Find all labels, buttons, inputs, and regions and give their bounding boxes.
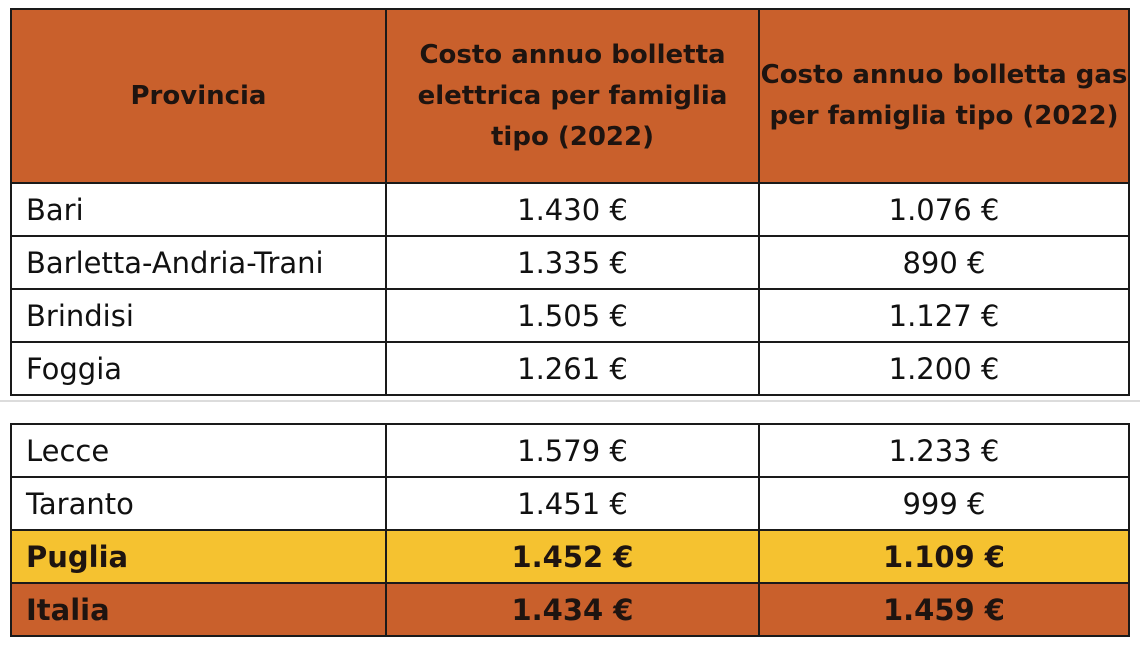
cell-gas: 1.200 € bbox=[758, 341, 1130, 396]
cell-gas: 999 € bbox=[758, 476, 1130, 531]
cell-provincia: Italia bbox=[10, 582, 387, 637]
cell-gas: 890 € bbox=[758, 235, 1130, 290]
cell-gas: 1.127 € bbox=[758, 288, 1130, 343]
cell-provincia: Taranto bbox=[10, 476, 387, 531]
table-row: Barletta-Andria-Trani 1.335 € 890 € bbox=[10, 235, 1130, 290]
table-row: Foggia 1.261 € 1.200 € bbox=[10, 341, 1130, 396]
italia-total-row: Italia 1.434 € 1.459 € bbox=[10, 582, 1130, 637]
cell-elettrica: 1.451 € bbox=[385, 476, 760, 531]
cell-elettrica: 1.335 € bbox=[385, 235, 760, 290]
table-row: Taranto 1.451 € 999 € bbox=[10, 476, 1130, 531]
cell-provincia: Barletta-Andria-Trani bbox=[10, 235, 387, 290]
puglia-total-row: Puglia 1.452 € 1.109 € bbox=[10, 529, 1130, 584]
cell-gas: 1.076 € bbox=[758, 182, 1130, 237]
cell-elettrica: 1.261 € bbox=[385, 341, 760, 396]
cell-elettrica: 1.579 € bbox=[385, 423, 760, 478]
cell-provincia: Puglia bbox=[10, 529, 387, 584]
cell-provincia: Brindisi bbox=[10, 288, 387, 343]
header-provincia: Provincia bbox=[10, 8, 387, 184]
table-row: Lecce 1.579 € 1.233 € bbox=[10, 423, 1130, 478]
cell-provincia: Bari bbox=[10, 182, 387, 237]
cost-table-top: Provincia Costo annuo bolletta elettrica… bbox=[10, 8, 1130, 396]
cell-gas: 1.459 € bbox=[758, 582, 1130, 637]
page-break-divider bbox=[0, 400, 1140, 416]
cell-elettrica: 1.505 € bbox=[385, 288, 760, 343]
header-elettrica: Costo annuo bolletta elettrica per famig… bbox=[385, 8, 760, 184]
cell-provincia: Foggia bbox=[10, 341, 387, 396]
header-row: Provincia Costo annuo bolletta elettrica… bbox=[10, 8, 1130, 184]
cell-gas: 1.233 € bbox=[758, 423, 1130, 478]
table-row: Brindisi 1.505 € 1.127 € bbox=[10, 288, 1130, 343]
cell-elettrica: 1.452 € bbox=[385, 529, 760, 584]
cost-table-bottom: Lecce 1.579 € 1.233 € Taranto 1.451 € 99… bbox=[10, 423, 1130, 637]
cell-provincia: Lecce bbox=[10, 423, 387, 478]
table-row: Bari 1.430 € 1.076 € bbox=[10, 182, 1130, 237]
cell-elettrica: 1.434 € bbox=[385, 582, 760, 637]
header-gas: Costo annuo bolletta gas per famiglia ti… bbox=[758, 8, 1130, 184]
cell-gas: 1.109 € bbox=[758, 529, 1130, 584]
cell-elettrica: 1.430 € bbox=[385, 182, 760, 237]
